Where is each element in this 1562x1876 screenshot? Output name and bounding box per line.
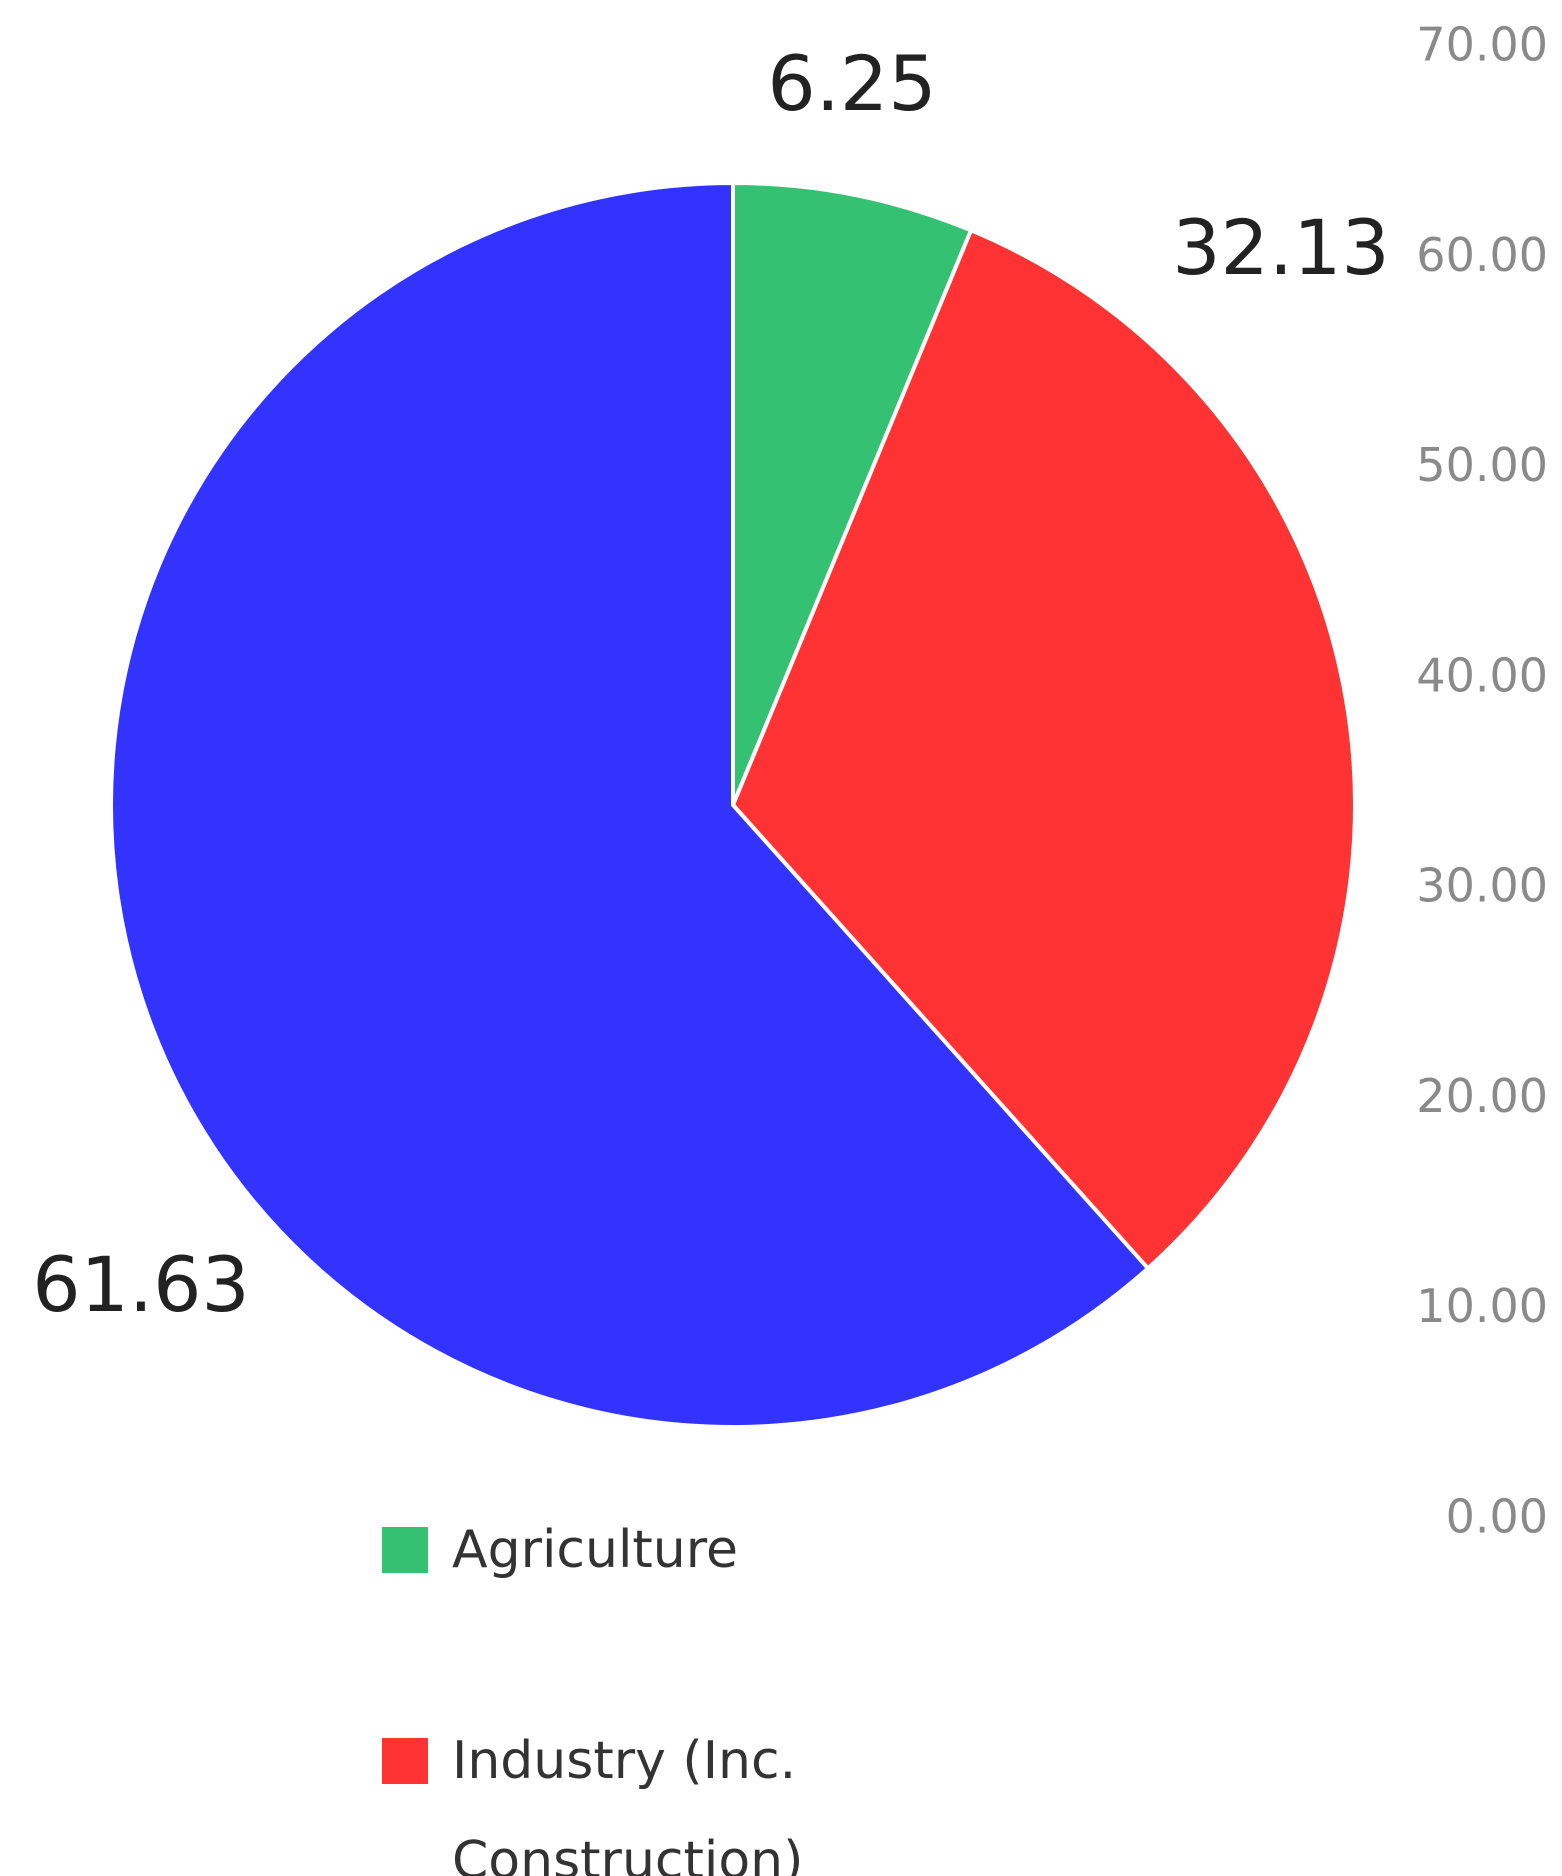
y-tick-label: 70.00 [1416,18,1548,72]
y-tick-label: 10.00 [1416,1279,1548,1333]
y-tick-label: 20.00 [1416,1069,1548,1123]
legend-swatch [382,1527,428,1573]
data-label: 61.63 [32,1240,250,1329]
pie-slice [730,227,1357,1272]
legend-swatch [382,1738,428,1784]
data-label: 6.25 [767,39,936,128]
legend-label: Agriculture [452,1520,738,1580]
data-label: 32.13 [1172,203,1390,292]
y-tick-label: 60.00 [1416,228,1548,282]
pie-slice [108,180,1151,1429]
y-tick-label: 30.00 [1416,859,1548,913]
legend-label: Industry (Inc. Construction) [452,1731,804,1876]
y-tick-label: 50.00 [1416,438,1548,492]
y-tick-label: 0.00 [1446,1490,1548,1544]
pie-slice [731,180,974,806]
y-tick-label: 40.00 [1416,648,1548,702]
